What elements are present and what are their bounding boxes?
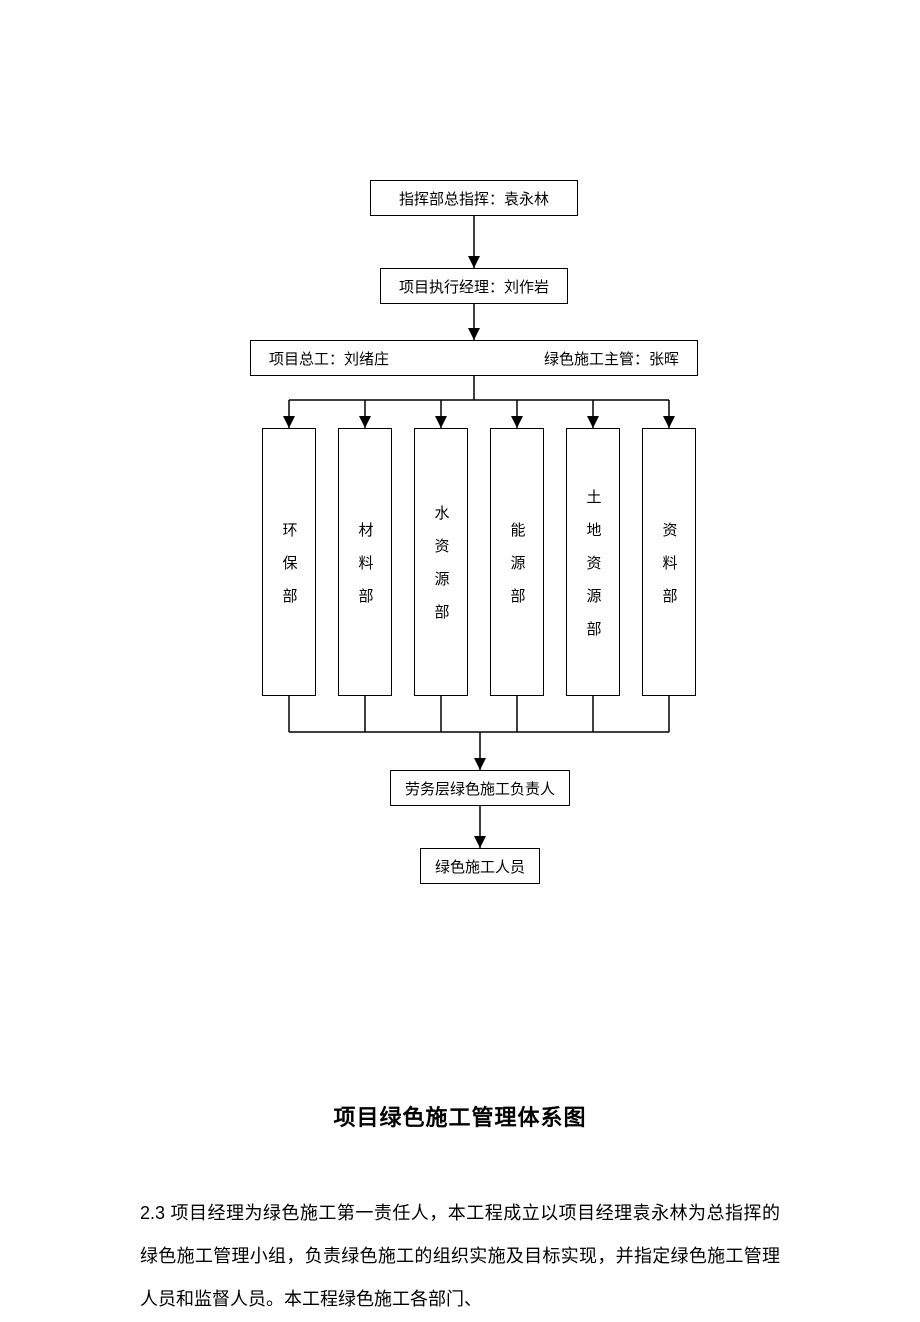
- node-dept-5: 资料部: [642, 428, 696, 696]
- node-wide-right-label: 绿色施工主管：张晖: [544, 348, 679, 369]
- node-dept-3: 能源部: [490, 428, 544, 696]
- node-wide-left-label: 项目总工：刘绪庄: [269, 348, 389, 369]
- body-paragraph: 2.3 项目经理为绿色施工第一责任人，本工程成立以项目经理袁永林为总指挥的绿色施…: [140, 1192, 780, 1322]
- node-dept-5-label: 资料部: [659, 522, 680, 621]
- node-commander-label: 指挥部总指挥：袁永林: [399, 188, 549, 209]
- flowchart-container: 指挥部总指挥：袁永林 项目执行经理：刘作岩 项目总工：刘绪庄 绿色施工主管：张晖…: [0, 180, 920, 1000]
- node-dept-4-label: 土地资源部: [583, 489, 604, 654]
- node-dept-1-label: 材料部: [355, 522, 376, 621]
- node-workers: 绿色施工人员: [420, 848, 540, 884]
- node-wide: 项目总工：刘绪庄 绿色施工主管：张晖: [250, 340, 698, 376]
- node-dept-1: 材料部: [338, 428, 392, 696]
- node-dept-0: 环保部: [262, 428, 316, 696]
- node-workers-label: 绿色施工人员: [435, 856, 525, 877]
- node-dept-4: 土地资源部: [566, 428, 620, 696]
- node-labor: 劳务层绿色施工负责人: [390, 770, 570, 806]
- node-exec-mgr-label: 项目执行经理：刘作岩: [399, 276, 549, 297]
- node-exec-mgr: 项目执行经理：刘作岩: [380, 268, 568, 304]
- node-dept-2-label: 水资源部: [431, 505, 452, 637]
- node-dept-2: 水资源部: [414, 428, 468, 696]
- node-dept-3-label: 能源部: [507, 522, 528, 621]
- node-dept-0-label: 环保部: [279, 522, 300, 621]
- diagram-title: 项目绿色施工管理体系图: [0, 1100, 920, 1132]
- node-labor-label: 劳务层绿色施工负责人: [405, 778, 555, 799]
- node-commander: 指挥部总指挥：袁永林: [370, 180, 578, 216]
